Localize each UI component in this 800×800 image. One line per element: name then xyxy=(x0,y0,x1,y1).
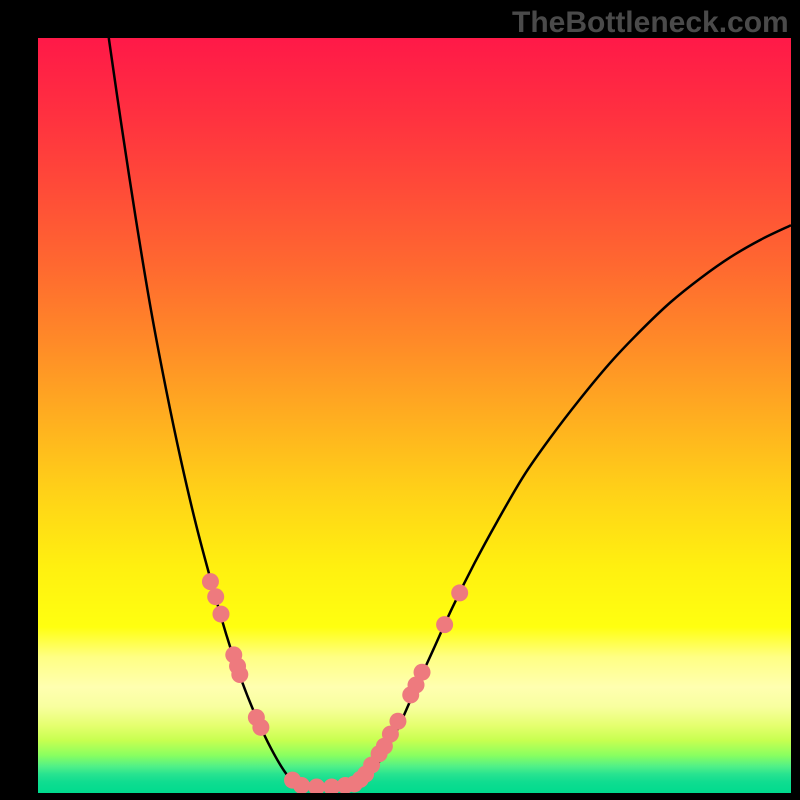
data-marker xyxy=(207,588,224,605)
data-marker xyxy=(436,616,453,633)
data-marker xyxy=(308,778,325,793)
bottleneck-curve-chart xyxy=(38,38,791,793)
data-marker xyxy=(414,664,431,681)
chart-container: TheBottleneck.com xyxy=(0,0,800,800)
bottleneck-curve xyxy=(109,38,791,786)
data-marker xyxy=(252,719,269,736)
data-marker xyxy=(451,584,468,601)
data-marker xyxy=(389,713,406,730)
data-marker xyxy=(212,606,229,623)
watermark-text: TheBottleneck.com xyxy=(512,6,789,40)
plot-area xyxy=(38,38,791,793)
data-marker xyxy=(231,666,248,683)
data-marker xyxy=(202,573,219,590)
